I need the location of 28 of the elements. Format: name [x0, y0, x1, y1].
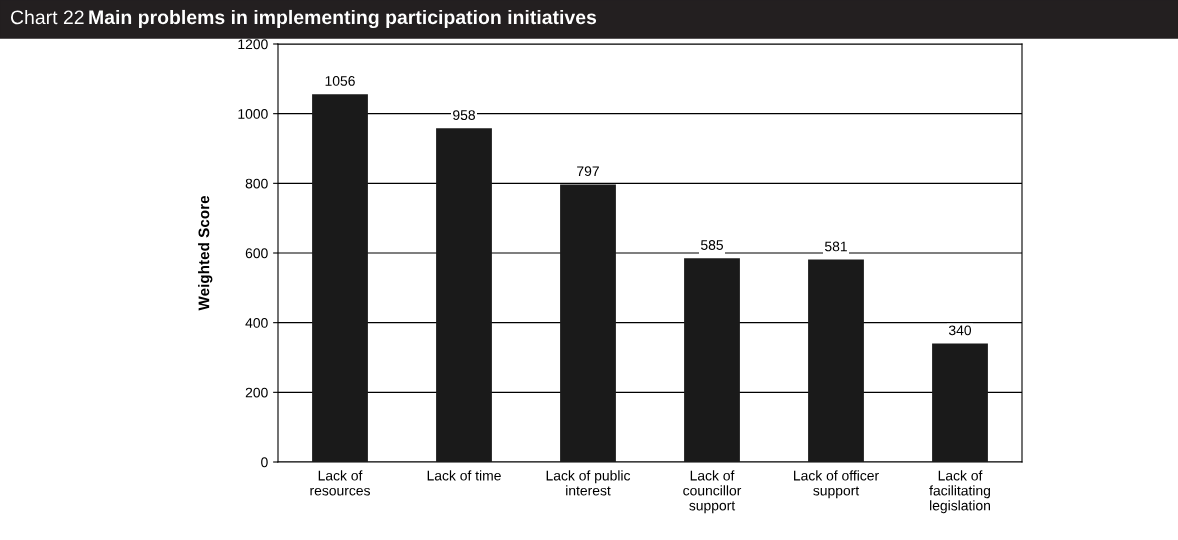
- y-tick-label: 800: [245, 178, 268, 189]
- x-tick-label: Lack of facilitating legislation: [929, 470, 990, 514]
- y-axis-title: Weighted Score: [198, 195, 213, 311]
- bar: [808, 259, 864, 462]
- bar: [684, 258, 740, 462]
- data-label: 797: [577, 166, 599, 177]
- y-tick-label: 200: [245, 387, 268, 398]
- bar: [560, 184, 616, 462]
- bar: [436, 128, 492, 462]
- x-tick-label: Lack of officer support: [794, 470, 879, 499]
- chart-subtitle: Main problems in implementing participation initiatives: [89, 9, 597, 29]
- text: Chart 22: [10, 9, 84, 25]
- data-label: 340: [948, 325, 972, 336]
- data-label: 1056: [325, 76, 355, 86]
- data-label: 585: [700, 240, 724, 250]
- x-tick-label: Lack of councillor support: [683, 470, 742, 514]
- bar: [932, 343, 988, 462]
- x-tick-label: Lack of public interest: [546, 470, 631, 496]
- x-tick-label: Lack of resources: [310, 470, 370, 496]
- x-tick-label: Lack of time: [427, 470, 501, 481]
- data-label: 958: [453, 110, 475, 120]
- y-tick-label: 0: [261, 457, 268, 468]
- bar: [312, 94, 368, 462]
- data-label: 581: [824, 241, 847, 252]
- y-tick-label: 400: [245, 318, 268, 328]
- y-tick-label: 1200: [238, 39, 268, 50]
- y-tick-label: 600: [245, 248, 268, 259]
- y-tick-label: 1000: [238, 109, 268, 119]
